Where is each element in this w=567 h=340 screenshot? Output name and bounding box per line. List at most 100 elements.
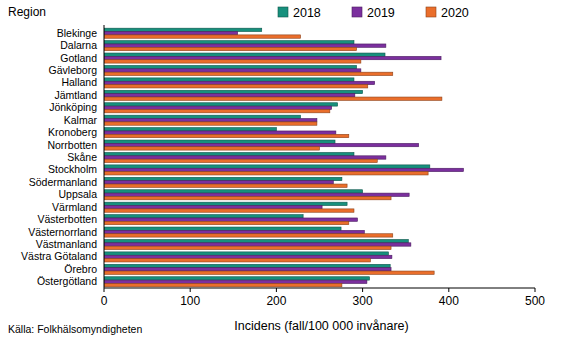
bar [104, 243, 411, 246]
bar [104, 264, 390, 267]
x-tick [190, 288, 191, 292]
bar [104, 81, 375, 84]
bar [104, 94, 355, 97]
bar [104, 72, 393, 75]
category-label: Västmanland [36, 238, 97, 250]
x-axis [104, 288, 535, 289]
bar [104, 53, 385, 56]
bar [104, 255, 392, 258]
source: Källa: Folkhälsomyndigheten [8, 323, 142, 335]
bar [104, 177, 342, 180]
x-tick-label: 300 [353, 294, 373, 308]
bar [104, 227, 341, 230]
bar [104, 252, 388, 255]
category-label: Skåne [67, 151, 97, 163]
legend-swatch [352, 7, 362, 17]
bar [104, 202, 347, 205]
y-axis-title: Region [8, 5, 46, 19]
bar [104, 181, 333, 184]
bar [104, 234, 393, 237]
x-tick [535, 288, 536, 292]
bar [104, 143, 419, 146]
bar [104, 69, 361, 72]
bar [104, 159, 377, 162]
category-label: Gävleborg [49, 64, 98, 76]
category-label: Örebro [64, 263, 97, 275]
x-tick [276, 288, 277, 292]
category-label: Halland [61, 76, 97, 88]
x-tick-label: 500 [525, 294, 545, 308]
category-label: Blekinge [57, 27, 97, 39]
bar [104, 35, 301, 38]
bar [104, 65, 357, 68]
category-label: Dalarna [60, 39, 97, 51]
bar [104, 44, 386, 47]
legend-swatch [278, 7, 288, 17]
bar [104, 32, 238, 35]
bar [104, 90, 363, 93]
bar [104, 56, 441, 59]
bar [104, 115, 301, 118]
bar [104, 168, 463, 171]
bar [104, 246, 391, 249]
x-axis-title: Incidens (fall/100 000 invånare) [234, 319, 408, 333]
category-label: Västernorrland [28, 226, 97, 238]
legend-swatch [426, 7, 436, 17]
x-tick-label: 200 [266, 294, 286, 308]
bars [104, 28, 463, 287]
bar [104, 97, 442, 100]
bar [104, 218, 357, 221]
bar [104, 109, 330, 112]
x-tick [104, 288, 105, 292]
bar [104, 193, 409, 196]
category-label: Västerbotten [37, 213, 97, 225]
bar [104, 280, 367, 283]
category-label: Värmland [52, 201, 97, 213]
bar [104, 147, 320, 150]
legend-label: 2018 [293, 6, 321, 20]
bar [104, 47, 357, 50]
category-label: Jönköping [49, 101, 97, 113]
bar [104, 172, 428, 175]
bar [104, 221, 349, 224]
bar [104, 85, 368, 88]
bar [104, 277, 369, 280]
bar [104, 271, 434, 274]
category-label: Kalmar [64, 114, 98, 126]
category-label: Östergötland [37, 275, 97, 287]
bar [104, 259, 370, 262]
bar [104, 60, 361, 63]
bar [104, 215, 303, 218]
x-tick-label: 100 [180, 294, 200, 308]
bar [104, 268, 391, 271]
bar [104, 184, 347, 187]
bar [104, 230, 364, 233]
bar [104, 156, 386, 159]
category-label: Uppsala [58, 188, 97, 200]
bar [104, 103, 338, 106]
bar [104, 152, 354, 155]
bar [104, 190, 363, 193]
legend-label: 2019 [367, 6, 395, 20]
category-label: Stockholm [48, 163, 97, 175]
category-label: Kronoberg [48, 126, 97, 138]
y-axis [104, 25, 105, 288]
category-label: Jämtland [54, 89, 97, 101]
chart: BlekingeDalarnaGotlandGävleborgHallandJä… [0, 0, 567, 340]
bar [104, 119, 317, 122]
bar [104, 28, 262, 31]
category-label: Norrbotten [47, 139, 97, 151]
category-label: Västra Götaland [21, 250, 97, 262]
bar [104, 128, 276, 131]
bar [104, 106, 332, 109]
category-label: Södermanland [29, 176, 97, 188]
bar [104, 122, 317, 125]
x-tick [362, 288, 363, 292]
bar [104, 165, 430, 168]
legend-label: 2020 [441, 6, 469, 20]
x-tick-label: 400 [439, 294, 459, 308]
bar [104, 209, 354, 212]
bar [104, 78, 354, 81]
category-label: Gotland [60, 52, 97, 64]
bar [104, 239, 408, 242]
